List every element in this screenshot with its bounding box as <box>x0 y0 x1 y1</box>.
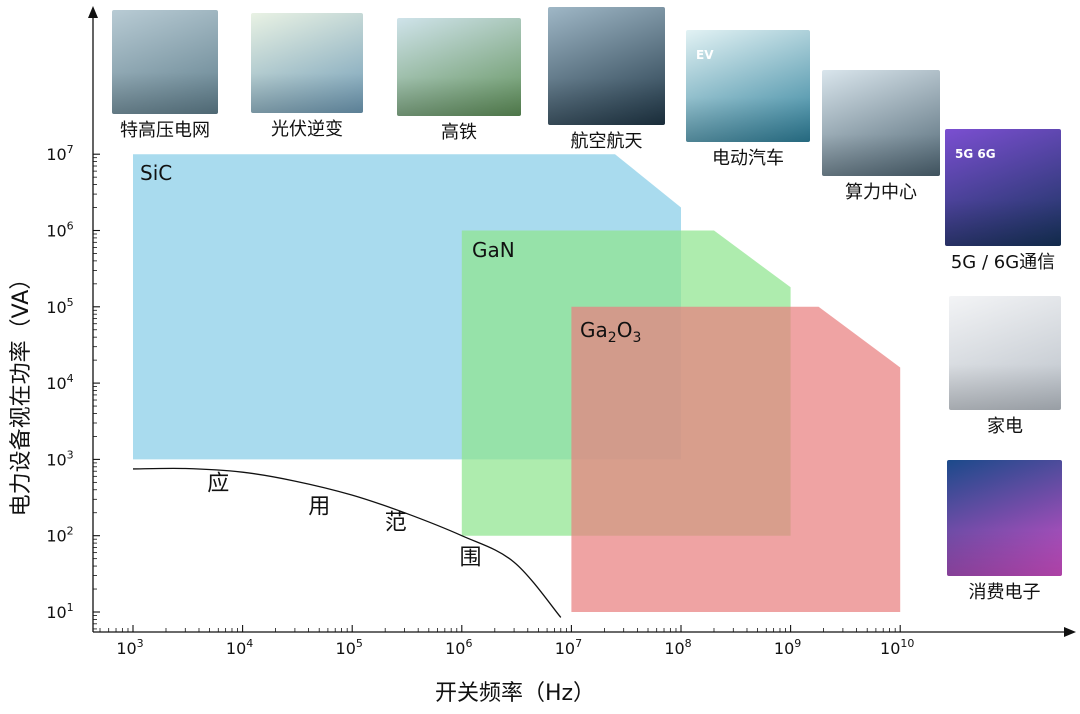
ticks-layer: 103 104 105 106 107 108 109 1010 101 102 103 104 105… <box>46 143 914 658</box>
application-label: 航空航天 <box>570 131 643 152</box>
y-axis-arrow-icon <box>88 6 98 18</box>
image-badge: EV <box>696 48 714 62</box>
region-labels-layer: SiC GaN Ga2O3 <box>140 161 641 346</box>
curve-label-char: 围 <box>459 545 481 570</box>
curve-label-char: 应 <box>207 472 229 497</box>
home-appliance-icon <box>949 296 1061 410</box>
y-tick-label: 106 <box>46 220 73 241</box>
telecom-5g-6g-icon: 5G 6G <box>945 129 1061 246</box>
y-tick-label: 107 <box>46 143 73 164</box>
application-2: 光伏逆变 <box>241 13 373 141</box>
application-6: 算力中心 <box>812 70 950 204</box>
x-tick-label: 107 <box>555 637 582 658</box>
region-label-ga2o3: Ga2O3 <box>580 318 641 346</box>
application-label: 高铁 <box>441 122 477 143</box>
y-tick-label: 104 <box>46 372 73 393</box>
application-1: 特高压电网 <box>102 10 228 142</box>
application-label: 5G / 6G通信 <box>950 252 1056 273</box>
application-9: 消费电子 <box>937 460 1072 604</box>
regions-layer <box>133 154 901 612</box>
application-label: 特高压电网 <box>120 120 210 141</box>
y-tick-label: 103 <box>46 448 73 469</box>
x-tick-label: 108 <box>664 637 691 658</box>
application-label: 光伏逆变 <box>271 119 343 140</box>
region-label-gan: GaN <box>472 238 515 262</box>
solar-inverter-icon <box>251 13 363 113</box>
application-label: 家电 <box>987 416 1023 437</box>
grid-tower-icon <box>112 10 218 114</box>
x-axis-arrow-icon <box>1064 627 1076 637</box>
application-label: 算力中心 <box>845 182 917 203</box>
electric-car-icon: EV <box>686 30 810 142</box>
x-axis-title: 开关频率（Hz） <box>435 681 595 706</box>
application-label: 消费电子 <box>968 582 1041 603</box>
consumer-electronics-icon <box>947 460 1062 576</box>
y-tick-label: 101 <box>46 601 73 622</box>
curve-label-char: 范 <box>385 511 407 536</box>
curve-label-char: 用 <box>308 495 330 520</box>
region-ga2o3 <box>571 306 901 612</box>
image-badge: 5G 6G <box>955 147 996 161</box>
x-tick-label: 104 <box>226 637 253 658</box>
x-tick-label: 106 <box>445 637 472 658</box>
region-label-sic: SiC <box>140 161 172 185</box>
application-5: EV 电动汽车 <box>676 30 820 170</box>
application-4: 航空航天 <box>538 7 675 153</box>
x-tick-label: 1010 <box>880 637 914 658</box>
y-tick-label: 102 <box>46 525 73 546</box>
aerospace-icon <box>548 7 665 125</box>
high-speed-train-icon <box>397 18 521 116</box>
application-label: 电动汽车 <box>712 148 784 169</box>
application-8: 家电 <box>939 296 1071 438</box>
data-center-icon <box>822 70 940 176</box>
x-tick-label: 103 <box>116 637 143 658</box>
x-tick-label: 109 <box>774 637 801 658</box>
y-axis-title: 电力设备视在功率（VA） <box>9 268 34 517</box>
x-tick-label: 105 <box>336 637 363 658</box>
application-7: 5G 6G 5G / 6G通信 <box>935 129 1071 274</box>
y-tick-label: 105 <box>46 296 73 317</box>
boundary-curve <box>132 467 562 618</box>
application-3: 高铁 <box>387 18 531 144</box>
